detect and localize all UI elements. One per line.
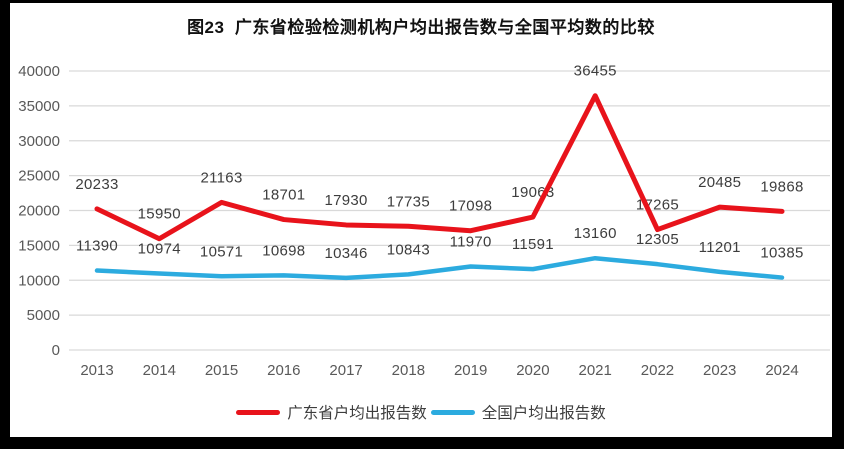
y-axis-tick-label: 5000	[27, 307, 60, 324]
x-axis-tick-label: 2013	[80, 362, 113, 379]
x-axis-tick-label: 2022	[641, 362, 674, 379]
legend-label-guangdong: 广东省户均出报告数	[287, 405, 427, 422]
x-axis-tick-label: 2018	[392, 362, 425, 379]
data-label: 20233	[75, 176, 118, 193]
data-label: 21163	[200, 169, 242, 186]
series-line-national	[94, 255, 785, 281]
data-label: 36455	[574, 63, 617, 80]
data-label: 10346	[324, 245, 367, 262]
data-label: 15950	[138, 206, 181, 223]
data-label: 20485	[698, 174, 741, 191]
x-axis-tick-label: 2021	[578, 362, 611, 379]
legend-item-national: 全国户均出报告数	[430, 401, 606, 423]
y-axis-tick-label: 15000	[18, 237, 60, 254]
data-label: 17930	[324, 192, 367, 209]
x-axis-tick-label: 2019	[454, 362, 487, 379]
x-axis-tick-label: 2023	[703, 362, 736, 379]
y-axis-tick-label: 30000	[18, 133, 60, 150]
y-axis-tick-label: 25000	[18, 168, 60, 185]
data-label: 10698	[262, 242, 305, 259]
data-label: 11201	[699, 239, 741, 256]
data-label: 17735	[387, 193, 430, 210]
x-axis-tick-label: 2015	[205, 362, 238, 379]
series-line-guangdong	[94, 93, 785, 242]
data-label: 10385	[760, 245, 803, 262]
data-label: 10974	[138, 240, 181, 257]
x-axis-tick-label: 2020	[516, 362, 549, 379]
y-axis-tick-label: 35000	[18, 98, 60, 115]
data-label: 10571	[200, 243, 243, 260]
data-label: 13160	[574, 225, 617, 242]
data-label: 12305	[636, 231, 679, 248]
data-label: 11591	[512, 236, 554, 253]
legend-swatch-guangdong	[236, 409, 281, 415]
x-axis-tick-label: 2017	[329, 362, 362, 379]
data-label: 18701	[262, 187, 305, 204]
y-axis-tick-label: 20000	[18, 203, 60, 220]
data-label: 17098	[449, 198, 492, 215]
y-axis-tick-label: 40000	[18, 63, 60, 80]
x-axis-tick-label: 2014	[143, 362, 176, 379]
data-label: 19868	[760, 178, 803, 195]
legend-item-guangdong: 广东省户均出报告数	[236, 401, 427, 423]
chart-canvas: 图23 广东省检验检测机构户均出报告数与全国平均数的比较 0 5000 10000 1…	[10, 3, 832, 437]
y-axis-tick-label: 10000	[18, 272, 60, 289]
legend-swatch-national	[430, 409, 475, 415]
data-label: 11390	[76, 238, 118, 255]
legend: 广东省户均出报告数 全国户均出报告数	[10, 401, 832, 423]
data-label: 10843	[387, 241, 430, 258]
x-axis-tick-label: 2024	[765, 362, 798, 379]
line-chart: 0 5000 10000 15000 20000 25000 30000 35000 40000…	[18, 63, 830, 379]
data-label: 11970	[450, 234, 492, 251]
chart-title: 图23 广东省检验检测机构户均出报告数与全国平均数的比较	[187, 18, 655, 37]
x-axis-tick-label: 2016	[267, 362, 300, 379]
y-axis-tick-label: 0	[52, 342, 60, 359]
legend-label-national: 全国户均出报告数	[481, 405, 606, 422]
